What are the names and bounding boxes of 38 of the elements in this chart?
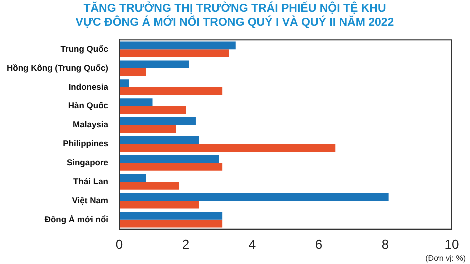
chart-title: TĂNG TRƯỞNG THỊ TRƯỜNG TRÁI PHIẾU NỘI TỆ KHU VỰC ĐÔNG Á MỚI NỔI TRONG QUÝ I VÀ QUÝ II NĂM 2022 xyxy=(74,0,396,31)
bar xyxy=(120,136,200,144)
text: (Đơn vị: %) xyxy=(426,254,466,263)
bar xyxy=(120,80,130,88)
y-tick-label: Hàn Quốc xyxy=(68,100,109,111)
y-tick-label: Hồng Kông (Trung Quốc) xyxy=(6,62,109,73)
bar xyxy=(120,68,146,76)
x-tick-label: 6 xyxy=(315,236,323,252)
bar xyxy=(120,50,230,58)
bar xyxy=(120,212,223,220)
bar xyxy=(120,42,236,50)
y-tick-label: Philippines xyxy=(63,138,109,149)
y-tick-label: Indonesia xyxy=(68,82,109,92)
bar xyxy=(120,201,200,209)
bar xyxy=(120,193,389,202)
y-tick-label: Đông Á mới nổi xyxy=(44,214,109,224)
x-tick-label: 8 xyxy=(382,236,390,252)
bar xyxy=(120,220,223,228)
bar xyxy=(120,163,223,171)
bar xyxy=(120,60,190,68)
x-tick-label: 10 xyxy=(444,236,460,252)
bar xyxy=(120,174,146,182)
y-tick-label: Singapore xyxy=(66,157,109,168)
bar xyxy=(120,182,180,190)
x-tick-label: 2 xyxy=(182,236,190,252)
bar xyxy=(120,125,176,134)
bar xyxy=(120,118,196,126)
y-tick-label: Việt Nam xyxy=(72,195,109,206)
y-tick-label: Trung Quốc xyxy=(60,44,109,54)
x-tick-label: 4 xyxy=(248,236,256,252)
y-tick-label: Thái Lan xyxy=(74,176,109,186)
bar xyxy=(120,106,186,114)
y-tick-label: Malaysia xyxy=(73,120,109,130)
bar xyxy=(120,155,220,164)
bar xyxy=(120,87,223,96)
x-tick-label: 0 xyxy=(116,236,124,252)
bar xyxy=(120,98,153,106)
bar xyxy=(120,144,336,152)
